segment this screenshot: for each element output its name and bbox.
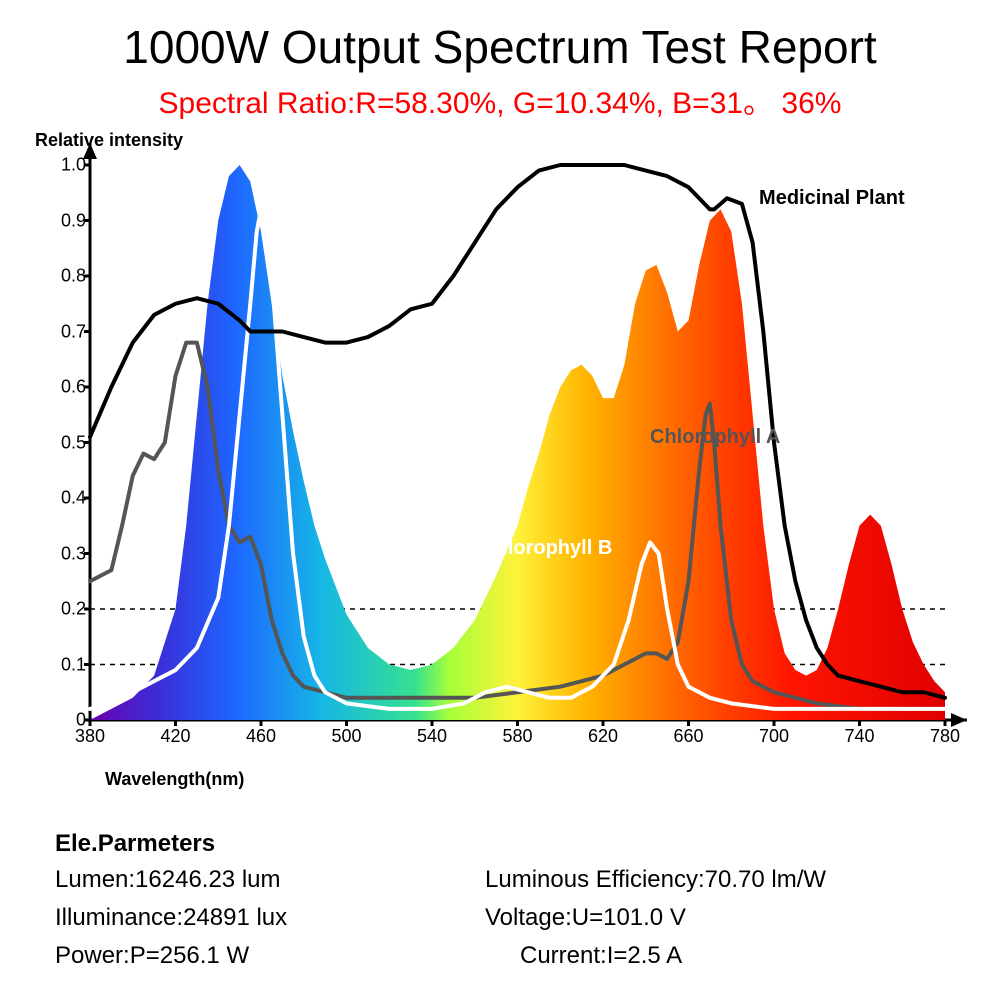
- xtick-700: 700: [759, 726, 789, 747]
- param-1-0: Illuminance:24891 lux: [55, 904, 485, 932]
- spectrum-area: [90, 165, 945, 720]
- xtick-740: 740: [844, 726, 874, 747]
- ytick-0.6: 0.6: [61, 377, 86, 398]
- xtick-660: 660: [673, 726, 703, 747]
- x-axis-label: Wavelength(nm): [105, 769, 244, 790]
- spectral-ratio-subtitle: Spectral Ratio:R=58.30%, G=10.34%, B=31。…: [0, 78, 1000, 122]
- label-chlorophyll-a: Chlorophyll A: [650, 426, 780, 449]
- spectrum-chart: Relative intensity 00.10.20.30.40.50.60.…: [35, 130, 965, 750]
- xtick-580: 580: [502, 726, 532, 747]
- xtick-620: 620: [588, 726, 618, 747]
- param-0-0: Lumen:16246.23 lum: [55, 866, 485, 894]
- param-2-0: Power:P=256.1 W: [55, 942, 485, 970]
- y-axis-label: Relative intensity: [35, 130, 183, 151]
- label-medicinal-plant: Medicinal Plant: [759, 187, 905, 210]
- param-0-1: Luminous Efficiency:70.70 lm/W: [485, 866, 965, 894]
- ytick-0.1: 0.1: [61, 654, 86, 675]
- xtick-500: 500: [331, 726, 361, 747]
- electrical-parameters: Ele.Parmeters Lumen:16246.23 lumLuminous…: [55, 830, 965, 970]
- params-title: Ele.Parmeters: [55, 830, 965, 858]
- ytick-1: 1.0: [61, 155, 86, 176]
- xtick-460: 460: [246, 726, 276, 747]
- label-chlorophyll-b: Chlorophyll B: [481, 537, 612, 560]
- ytick-0.3: 0.3: [61, 543, 86, 564]
- params-grid: Lumen:16246.23 lumLuminous Efficiency:70…: [55, 866, 965, 970]
- xtick-780: 780: [930, 726, 960, 747]
- page-title: 1000W Output Spectrum Test Report: [0, 20, 1000, 74]
- param-1-1: Voltage:U=101.0 V: [485, 904, 965, 932]
- xtick-540: 540: [417, 726, 447, 747]
- ytick-0.9: 0.9: [61, 210, 86, 231]
- plot-area: 00.10.20.30.40.50.60.70.80.91.0 38042046…: [90, 165, 945, 720]
- ytick-0.7: 0.7: [61, 321, 86, 342]
- ytick-0.8: 0.8: [61, 266, 86, 287]
- ytick-0.2: 0.2: [61, 599, 86, 620]
- param-2-1: Current:I=2.5 A: [485, 942, 965, 970]
- xtick-380: 380: [75, 726, 105, 747]
- xtick-420: 420: [160, 726, 190, 747]
- ytick-0.4: 0.4: [61, 488, 86, 509]
- chart-svg: [90, 165, 945, 720]
- ytick-0.5: 0.5: [61, 432, 86, 453]
